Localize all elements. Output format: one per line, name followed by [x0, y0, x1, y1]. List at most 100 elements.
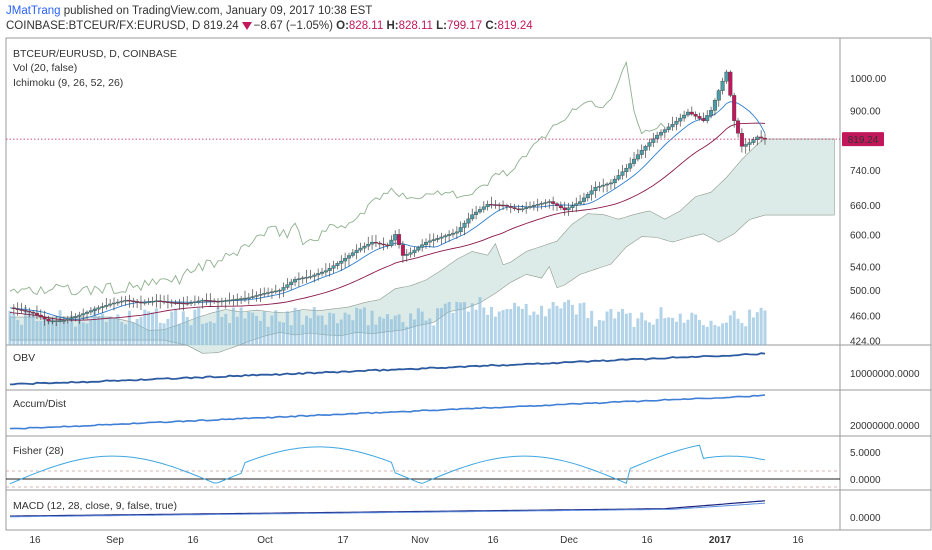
- volume-bar: [397, 314, 401, 345]
- candle-up: [601, 184, 606, 187]
- volume-bar: [151, 312, 155, 345]
- candle-up: [531, 205, 536, 207]
- candle-up: [666, 126, 671, 130]
- candle-up: [608, 182, 613, 185]
- candle-down: [165, 301, 170, 303]
- open-label: O:: [336, 20, 349, 32]
- candle-up: [335, 263, 340, 266]
- volume-bar: [559, 308, 563, 345]
- candle-down: [504, 205, 509, 207]
- candle-up: [277, 289, 282, 292]
- candle-up: [416, 247, 421, 251]
- candle-down: [42, 316, 47, 320]
- candle-up: [643, 146, 648, 151]
- candle-down: [501, 204, 506, 207]
- volume-bar: [135, 318, 139, 345]
- volume-bar: [532, 311, 536, 345]
- candle-up: [470, 214, 475, 220]
- candle-up: [481, 206, 486, 210]
- volume-bar: [570, 304, 574, 345]
- volume-bar: [497, 311, 501, 345]
- candle-down: [759, 136, 764, 139]
- volume-bar: [528, 315, 532, 345]
- candle-up: [350, 252, 355, 256]
- candle-up: [485, 204, 490, 208]
- volume-bar: [247, 311, 251, 345]
- volume-bar: [713, 325, 717, 345]
- candle-up: [312, 274, 317, 277]
- volume-bar: [555, 305, 559, 345]
- price-tick-label: 1000.00: [850, 74, 887, 85]
- volume-bar: [578, 303, 582, 345]
- candle-down: [27, 311, 32, 313]
- volume-bar: [262, 311, 266, 345]
- base-line: [9, 122, 766, 321]
- price-tick-label: 460.00: [850, 312, 881, 323]
- candle-down: [551, 201, 556, 204]
- candle-up: [543, 202, 548, 204]
- volume-bar: [412, 319, 416, 345]
- volume-bar: [124, 324, 128, 345]
- volume-bar: [278, 321, 282, 345]
- legend-ichimoku: Ichimoku (9, 26, 52, 26): [13, 77, 123, 89]
- candle-up: [343, 258, 348, 262]
- macd-tick: 0.0000: [850, 513, 881, 524]
- obv-line: [9, 352, 766, 386]
- volume-bar: [378, 316, 382, 345]
- candle-up: [316, 273, 321, 276]
- chikou-span-line: [9, 60, 666, 296]
- volume-bar: [154, 308, 158, 345]
- candle-up: [520, 208, 525, 211]
- volume-bar: [389, 319, 393, 345]
- volume-bar: [50, 318, 54, 345]
- volume-bar: [459, 302, 463, 345]
- candle-down: [516, 208, 521, 211]
- candle-up: [462, 222, 467, 228]
- volume-bar: [293, 307, 297, 345]
- author-link[interactable]: JMatTrang: [6, 5, 61, 17]
- volume-bar: [305, 315, 309, 345]
- volume-bar: [682, 322, 686, 345]
- candle-up: [539, 203, 544, 205]
- volume-bar: [58, 310, 62, 345]
- volume-bar: [362, 307, 366, 345]
- accum-line: [9, 394, 766, 430]
- x-tick-label: 16: [29, 535, 41, 546]
- volume-bar: [197, 307, 201, 345]
- candle-down: [204, 299, 209, 302]
- volume-bar: [266, 326, 270, 345]
- candle-down: [46, 318, 51, 322]
- candle-down: [135, 301, 140, 303]
- volume-bar: [308, 318, 312, 345]
- volume-bar: [701, 325, 705, 345]
- candle-up: [250, 296, 255, 298]
- candle-up: [682, 114, 687, 119]
- volume-bar: [366, 325, 370, 345]
- candle-up: [146, 301, 151, 303]
- volume-bar: [343, 312, 347, 345]
- close-label: C:: [485, 20, 498, 32]
- candle-up: [585, 194, 590, 199]
- candle-down: [693, 113, 698, 117]
- candle-up: [370, 241, 375, 245]
- volume-bar: [605, 311, 609, 345]
- close-value: 819.24: [497, 20, 533, 32]
- x-tick-label: Nov: [411, 535, 429, 546]
- volume-bar: [347, 314, 351, 345]
- candle-up: [747, 142, 752, 145]
- candle-up: [412, 249, 417, 253]
- candle-up: [289, 281, 294, 285]
- volume-bar: [204, 322, 208, 345]
- volume-bar: [31, 311, 35, 345]
- volume-bar: [567, 299, 571, 345]
- candle-down: [38, 314, 43, 318]
- candle-down: [373, 241, 378, 244]
- volume-bar: [636, 318, 640, 345]
- volume-bar: [177, 323, 181, 345]
- volume-bar: [624, 313, 628, 345]
- volume-bar: [574, 314, 578, 345]
- volume-bar: [70, 315, 74, 345]
- candle-up: [320, 271, 325, 274]
- volume-bar: [513, 302, 517, 345]
